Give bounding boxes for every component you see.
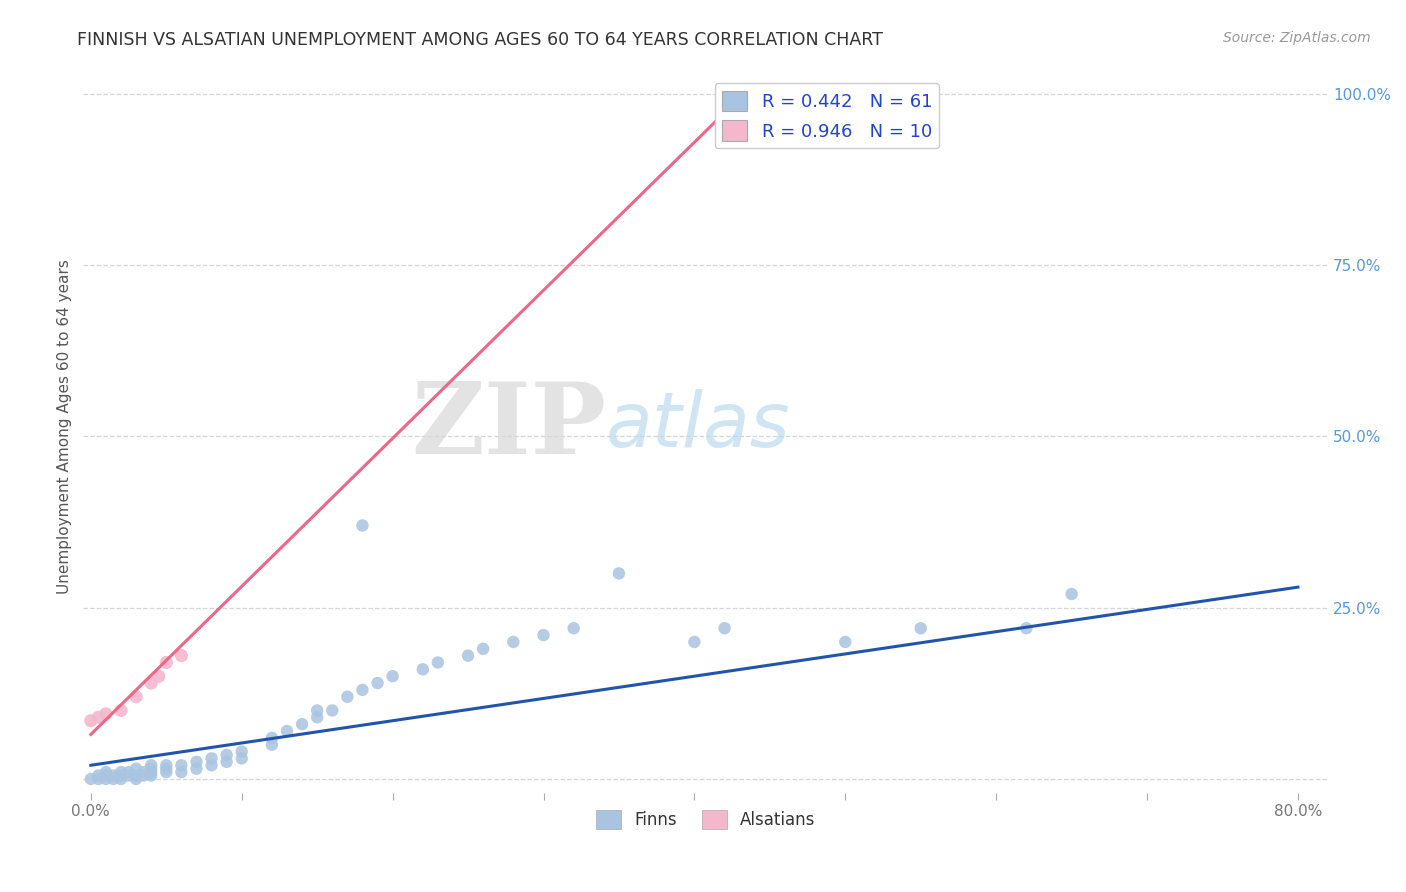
Point (910, 621, 932, 635)
Point (307, 703, 329, 717)
Point (87, 710, 110, 724)
Point (155, 762, 177, 776)
Point (186, 755, 208, 769)
Point (426, 656, 449, 670)
Point (94, 765, 117, 780)
Point (141, 762, 163, 776)
Point (336, 690, 359, 704)
Point (307, 710, 329, 724)
Point (132, 768, 155, 782)
Point (110, 765, 132, 780)
Point (200, 751, 222, 765)
Point (381, 669, 404, 683)
Point (87, 772, 110, 786)
Point (141, 758, 163, 772)
Point (125, 768, 148, 782)
Point (80, 772, 103, 786)
Point (231, 745, 253, 759)
Point (125, 762, 148, 776)
Point (1015, 621, 1038, 635)
Point (260, 731, 283, 745)
Point (291, 717, 314, 731)
Legend: Finns, Alsatians: Finns, Alsatians (589, 803, 823, 836)
Point (110, 703, 132, 717)
Point (110, 768, 132, 782)
Point (215, 747, 238, 762)
Point (412, 662, 434, 676)
Point (155, 765, 177, 780)
Point (94, 768, 117, 782)
Point (562, 621, 585, 635)
Point (834, 635, 856, 649)
Point (94, 772, 117, 786)
Point (148, 669, 170, 683)
Point (231, 751, 253, 765)
Point (87, 768, 110, 782)
Point (170, 765, 193, 780)
Point (155, 656, 177, 670)
Y-axis label: Unemployment Among Ages 60 to 64 years: Unemployment Among Ages 60 to 64 years (58, 259, 72, 593)
Point (533, 628, 555, 642)
Point (502, 635, 524, 649)
Point (141, 765, 163, 780)
Point (155, 758, 177, 772)
Point (103, 772, 125, 786)
Point (276, 724, 298, 739)
Point (94, 706, 117, 721)
Point (713, 621, 735, 635)
Point (728, 87, 751, 101)
Point (141, 768, 163, 782)
Point (125, 772, 148, 786)
Point (260, 738, 283, 752)
Point (367, 676, 389, 690)
Point (607, 566, 630, 581)
Point (125, 690, 148, 704)
Point (186, 762, 208, 776)
Point (103, 768, 125, 782)
Text: FINNISH VS ALSATIAN UNEMPLOYMENT AMONG AGES 60 TO 64 YEARS CORRELATION CHART: FINNISH VS ALSATIAN UNEMPLOYMENT AMONG A… (77, 31, 883, 49)
Point (683, 635, 706, 649)
Point (321, 703, 343, 717)
Text: atlas: atlas (606, 389, 790, 463)
Point (215, 755, 238, 769)
Text: ZIP: ZIP (411, 377, 606, 475)
Point (457, 648, 479, 663)
Point (352, 682, 374, 697)
Point (132, 765, 155, 780)
Point (117, 768, 139, 782)
Point (141, 676, 163, 690)
Point (472, 641, 495, 656)
Point (110, 772, 132, 786)
Point (170, 648, 193, 663)
Point (117, 765, 139, 780)
Text: Source: ZipAtlas.com: Source: ZipAtlas.com (1223, 31, 1371, 45)
Point (1060, 587, 1083, 601)
Point (352, 518, 374, 533)
Point (170, 758, 193, 772)
Point (200, 758, 222, 772)
Point (80, 714, 103, 728)
